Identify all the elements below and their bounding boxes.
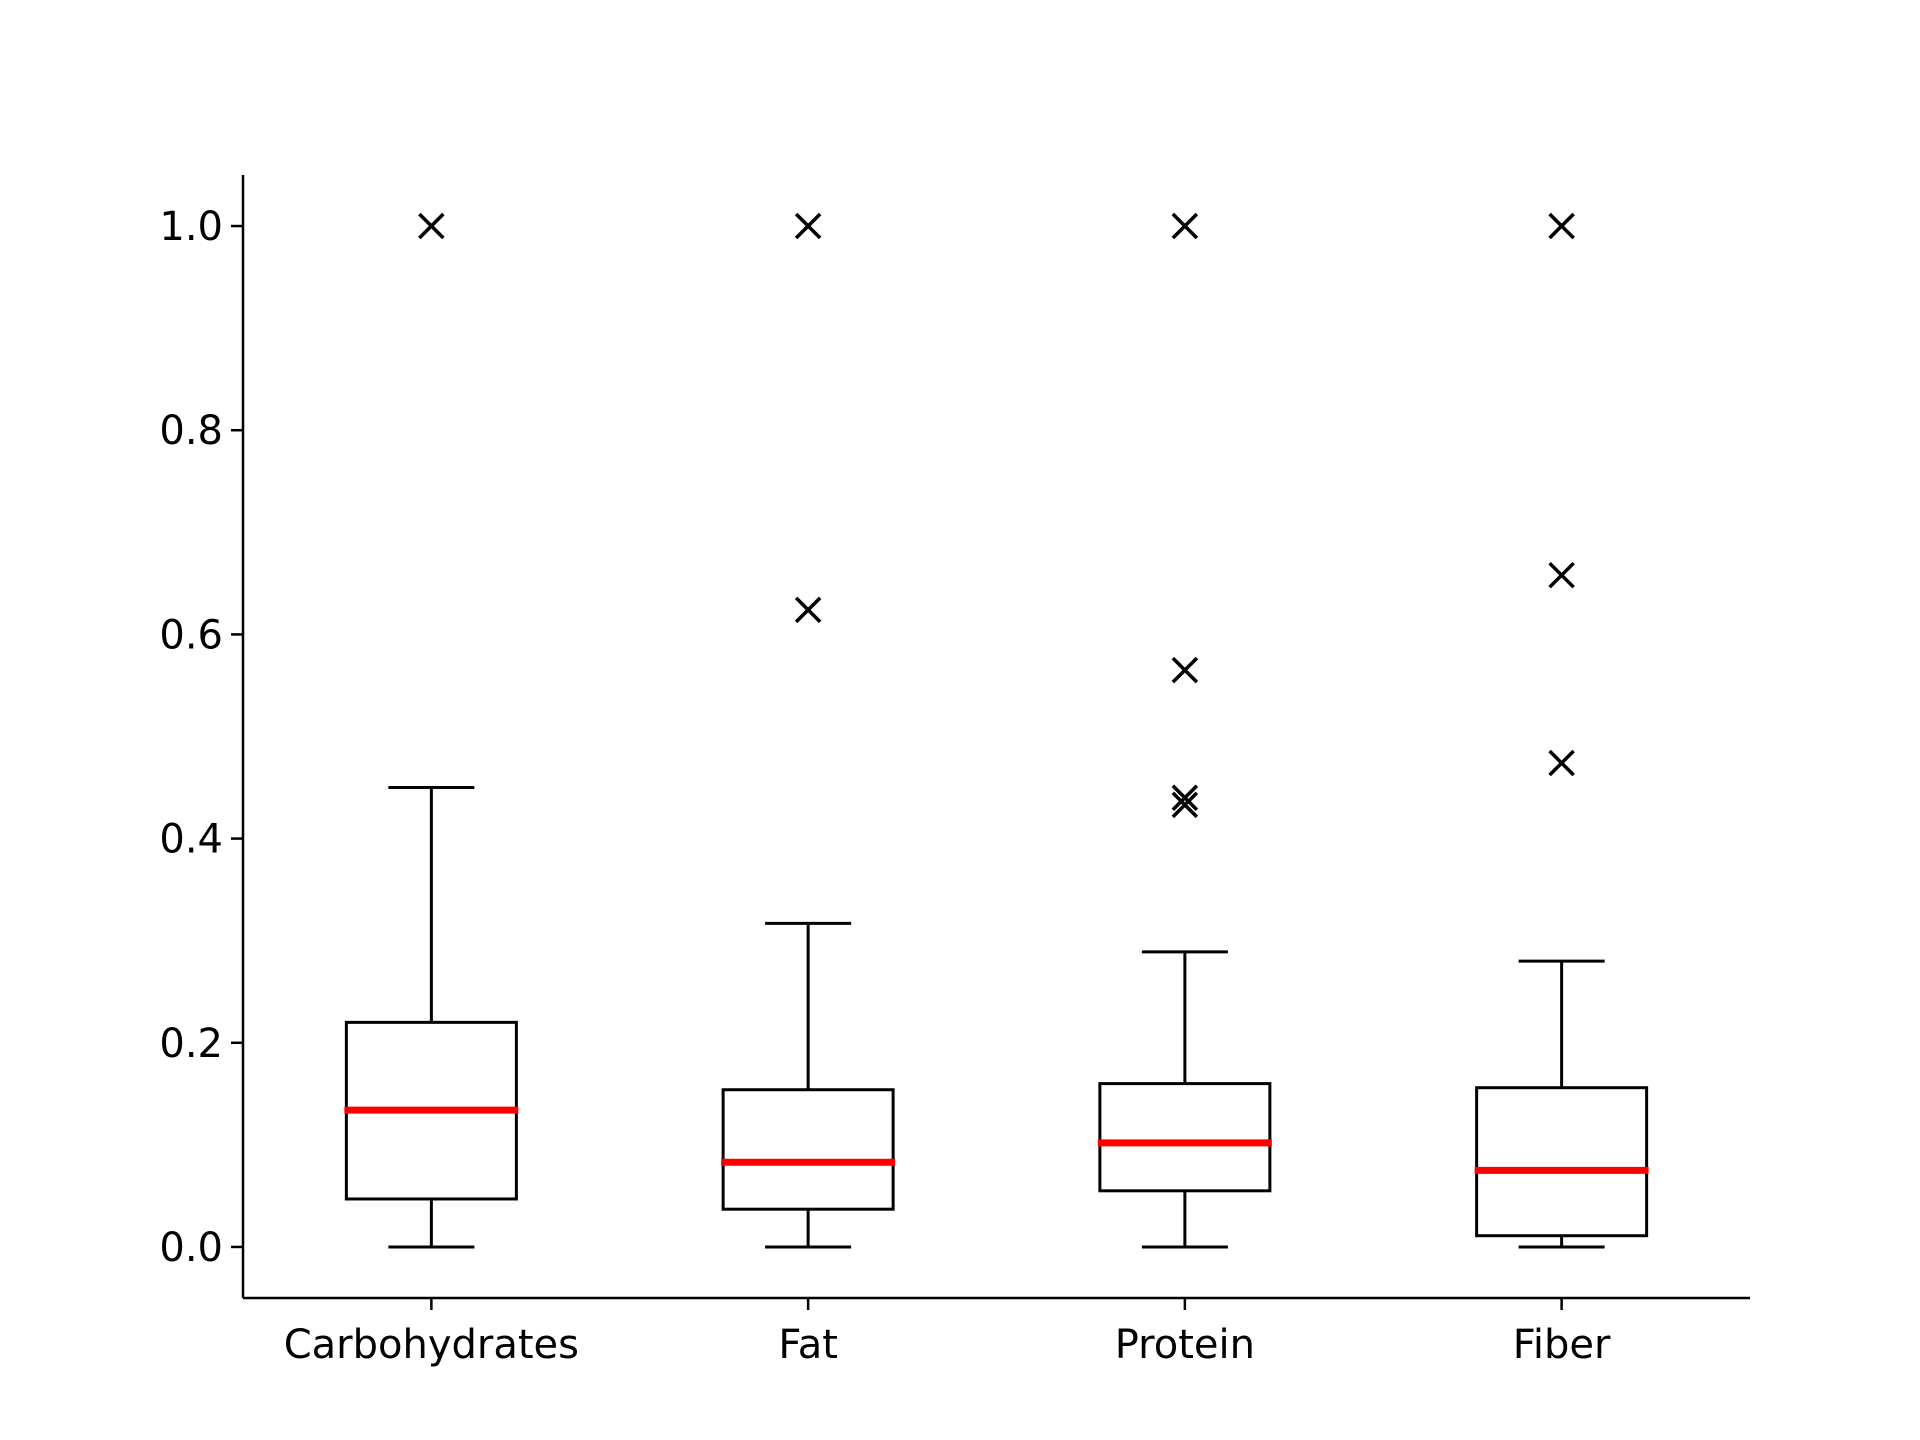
outlier-marker (1548, 749, 1575, 777)
y-tick-label: 1.0 (159, 204, 223, 250)
outlier-marker (1171, 656, 1199, 684)
box-group-fat (721, 212, 896, 1249)
iqr-box (1098, 1082, 1272, 1193)
box-group-protein (1097, 212, 1272, 1249)
plot-area (344, 212, 1649, 1249)
outlier-marker (1171, 212, 1199, 240)
x-tick-label: Protein (1115, 1322, 1255, 1368)
y-tick-label: 0.4 (159, 817, 223, 863)
outlier-marker (1548, 561, 1575, 589)
x-axis: Carbohydrates Fat Protein Fiber (243, 1296, 1750, 1368)
y-axis: 0.0 0.2 0.4 0.6 0.8 1.0 (159, 175, 245, 1298)
outlier-marker (794, 212, 822, 240)
y-tick-label: 0.8 (159, 408, 223, 454)
box-group-fiber (1474, 212, 1649, 1249)
outlier-marker (794, 596, 822, 624)
x-tick-label: Fiber (1513, 1322, 1611, 1368)
x-tick-label: Fat (778, 1322, 838, 1368)
x-tick-label: Carbohydrates (284, 1322, 579, 1368)
y-tick-label: 0.2 (159, 1021, 223, 1067)
outlier-marker (1548, 212, 1575, 240)
y-tick-label: 0.6 (159, 612, 223, 658)
y-tick-label: 0.0 (159, 1225, 223, 1271)
iqr-box (721, 1088, 895, 1211)
outlier-marker (1171, 791, 1199, 819)
iqr-box (1475, 1086, 1649, 1238)
outlier-marker (1171, 784, 1199, 811)
box-group-carbohydrates (344, 212, 519, 1249)
outlier-marker (418, 212, 445, 240)
